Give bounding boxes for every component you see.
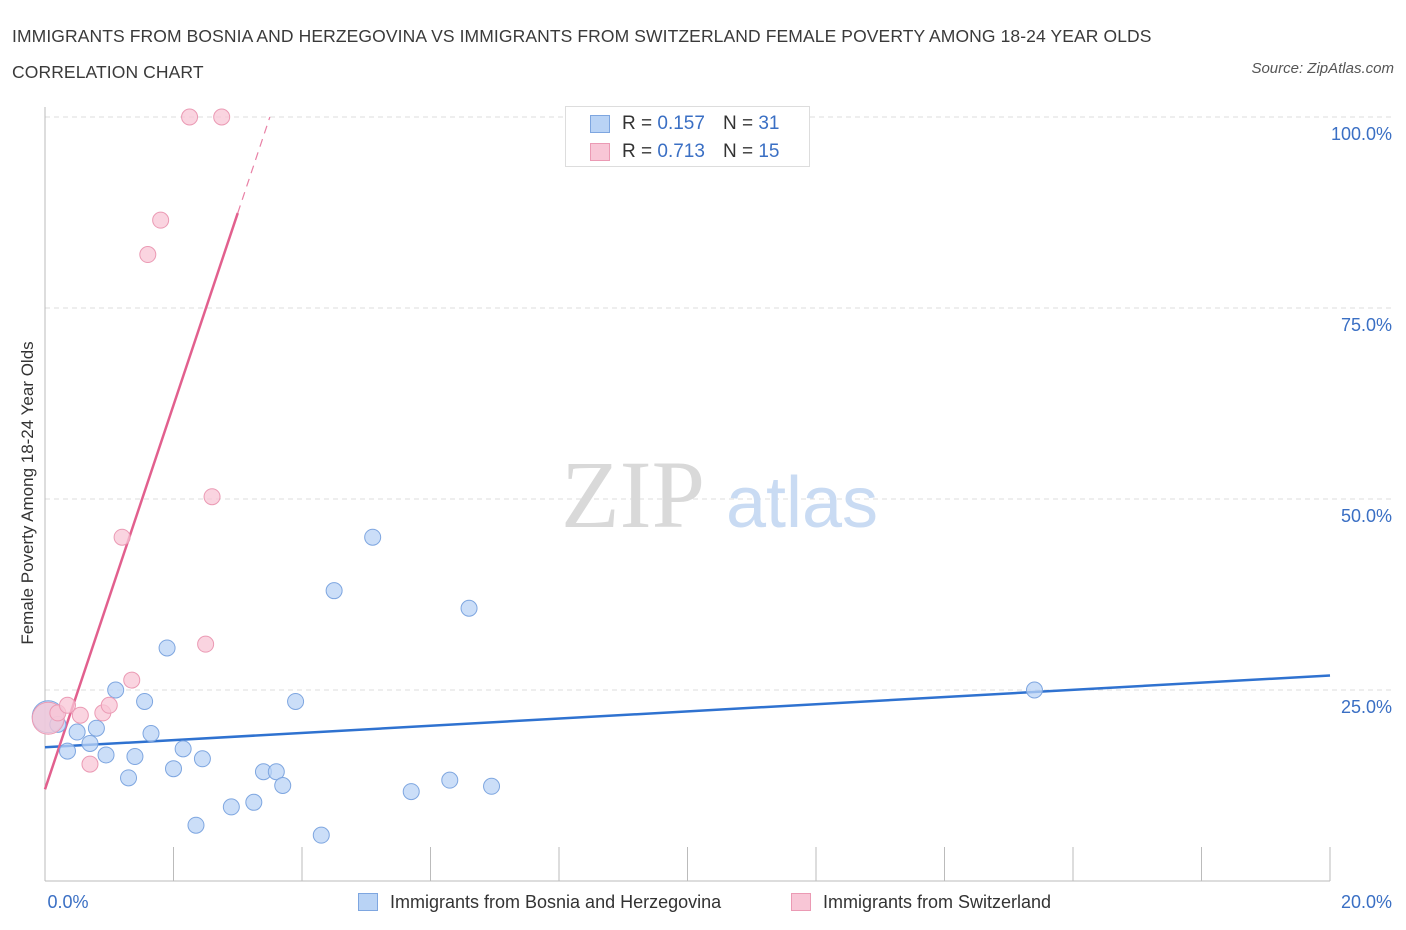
point-bosnia (87, 719, 105, 737)
y-tick-label: 50.0% (1341, 506, 1392, 526)
point-bosnia (1025, 681, 1043, 699)
point-switzerland (139, 246, 157, 264)
legend-n-label: N = (722, 113, 754, 134)
bottom-legend-label: Immigrants from Switzerland (823, 891, 1052, 912)
legend-n-label: N = (722, 141, 754, 162)
point-bosnia (158, 639, 176, 657)
point-switzerland (81, 755, 99, 773)
point-switzerland (123, 671, 141, 689)
point-switzerland (100, 696, 118, 714)
legend-n-value: 31 (758, 113, 780, 134)
trend-lines (43, 116, 1331, 790)
point-bosnia (174, 740, 192, 758)
trend-line-bosnia (44, 674, 1331, 749)
bottom-legend-item-bosnia: Immigrants from Bosnia and Herzegovina (358, 888, 721, 916)
point-switzerland (213, 108, 231, 126)
x-tick-label: 0.0% (47, 892, 88, 912)
axes (44, 107, 1331, 882)
watermark: ZIP atlas (561, 441, 878, 548)
tick-labels: 100.0% 75.0% 50.0% 25.0% 0.0% 20.0% (47, 124, 1392, 912)
point-switzerland (197, 635, 215, 653)
point-bosnia (126, 747, 144, 765)
stats-legend-row-pink: R = 0.713 N = 15 (590, 138, 779, 166)
legend-r-label: R = (622, 141, 653, 162)
point-bosnia (325, 582, 343, 600)
point-bosnia (142, 725, 160, 743)
stats-legend-row-blue: R = 0.157 N = 31 (590, 110, 779, 138)
legend-n-value: 15 (758, 141, 780, 162)
point-switzerland (152, 211, 170, 229)
point-bosnia (193, 750, 211, 768)
point-bosnia (165, 760, 182, 778)
legend-r-value: 0.713 (657, 141, 705, 162)
point-bosnia (483, 777, 501, 795)
x-tick-label: 20.0% (1341, 892, 1392, 912)
point-bosnia (312, 826, 330, 844)
point-switzerland (203, 488, 221, 506)
point-switzerland (181, 108, 199, 126)
legend-r-label: R = (622, 113, 653, 134)
point-switzerland (71, 706, 89, 724)
bottom-legend-label: Immigrants from Bosnia and Herzegovina (390, 891, 722, 912)
point-bosnia (267, 763, 285, 781)
y-axis-label: Female Poverty Among 18-24 Year Olds (18, 341, 37, 645)
y-tick-label: 25.0% (1341, 697, 1392, 717)
legend-swatch-blue (590, 115, 610, 133)
point-bosnia (136, 692, 154, 710)
y-tick-label: 75.0% (1341, 315, 1392, 335)
point-bosnia (287, 692, 305, 710)
point-bosnia (97, 746, 115, 764)
bottom-legend-item-switzerland: Immigrants from Switzerland (791, 888, 1051, 916)
watermark-zip: ZIP (561, 441, 705, 548)
point-switzerland (58, 696, 76, 714)
point-bosnia (441, 771, 459, 789)
point-bosnia (402, 783, 420, 801)
point-bosnia (460, 599, 478, 617)
legend-swatch-pink (590, 143, 610, 161)
point-switzerland (113, 528, 131, 546)
trend-line-switzerland (43, 212, 239, 790)
point-bosnia (107, 681, 125, 699)
chart-title: IMMIGRANTS FROM BOSNIA AND HERZEGOVINA V… (12, 26, 1152, 82)
point-bosnia (364, 528, 382, 546)
point-bosnia (58, 742, 76, 760)
bottom-legend-swatch-blue (358, 893, 378, 911)
watermark-atlas: atlas (726, 463, 878, 543)
grid-lines (45, 116, 1395, 691)
point-bosnia (187, 816, 205, 834)
y-tick-label: 100.0% (1331, 124, 1392, 144)
stats-legend: R = 0.157 N = 31 R = 0.713 N = 15 (565, 106, 810, 167)
source-label: Source: ZipAtlas.com (1251, 60, 1394, 77)
point-bosnia (274, 777, 292, 794)
point-bosnia (81, 734, 99, 752)
point-bosnia (68, 723, 86, 741)
bottom-legend-swatch-pink (791, 893, 811, 911)
trend-line-switzerland-dashed (237, 116, 271, 214)
legend-r-value: 0.157 (657, 113, 705, 134)
point-bosnia (222, 798, 240, 816)
data-points (31, 108, 1043, 844)
point-bosnia (245, 793, 263, 811)
point-bosnia (120, 769, 138, 787)
